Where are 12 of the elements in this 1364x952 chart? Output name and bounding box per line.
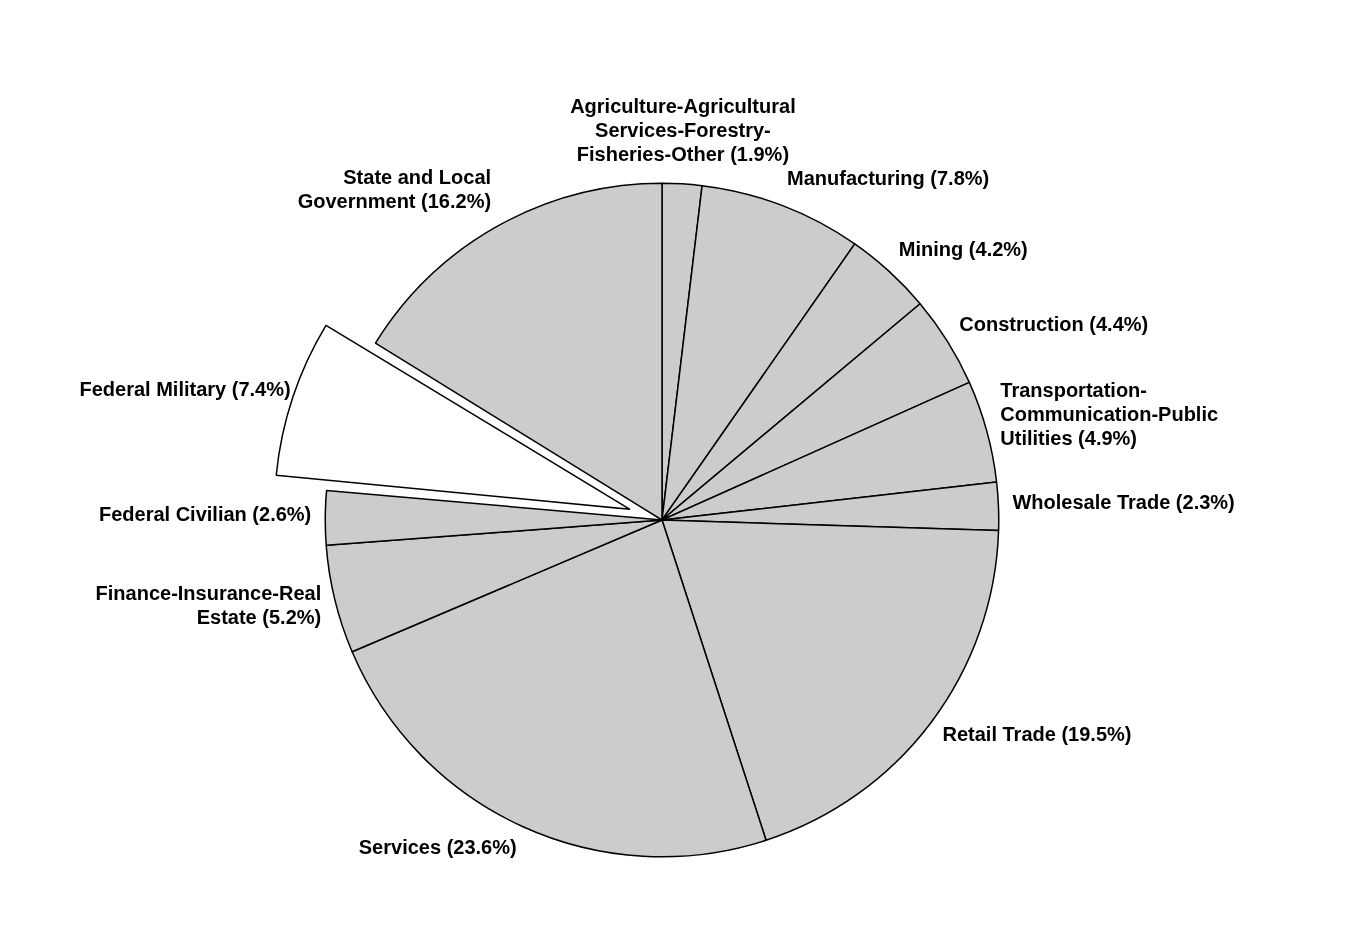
slice-label: Agriculture-Agricultural Services-Forestry-Fisheries-Other (1.9%) xyxy=(570,95,796,166)
slice-label: Federal Civilian (2.6%) xyxy=(98,503,312,526)
slice-label: Federal Military (7.4%) xyxy=(79,378,291,401)
slice-label: Wholesale Trade (2.3%) xyxy=(1012,490,1235,513)
slice-label: Transportation-Communication-Public Utilities (4.9%) xyxy=(1000,379,1219,450)
slice-label: Finance-Insurance-Real Estate (5.2%) xyxy=(95,582,322,629)
slice-label: State and Local Government (16.2%) xyxy=(297,166,492,213)
slice-label: Services (23.6%) xyxy=(358,835,517,858)
slice-label: Manufacturing (7.8%) xyxy=(787,166,990,189)
slice-label: Mining (4.2%) xyxy=(898,237,1028,260)
slice-label: Construction (4.4%) xyxy=(959,313,1149,336)
slice-label: Retail Trade (19.5%) xyxy=(942,723,1132,746)
